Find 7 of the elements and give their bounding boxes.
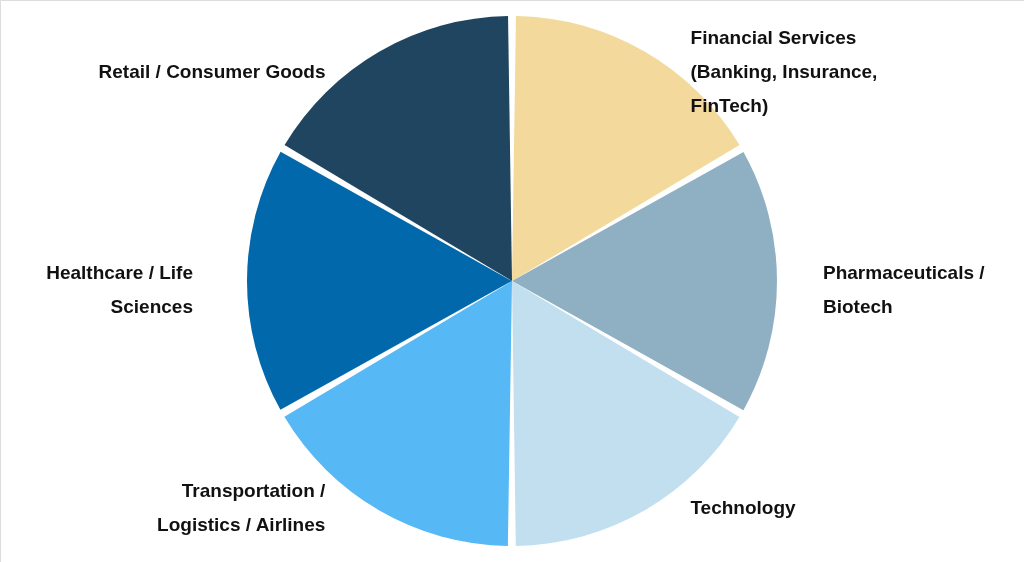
pie-slice — [247, 151, 512, 410]
slice-label: Healthcare / Life Sciences — [46, 261, 193, 317]
slice-label: Retail / Consumer Goods — [98, 60, 326, 82]
slice-label: Financial Services (Banking, Insurance, FinTech) — [690, 26, 878, 116]
slice-label: Technology — [690, 497, 797, 519]
slice-label: Transportation / Logistics / Airlines — [157, 479, 327, 535]
slice-label: Pharmaceuticals / Biotech — [823, 262, 986, 318]
